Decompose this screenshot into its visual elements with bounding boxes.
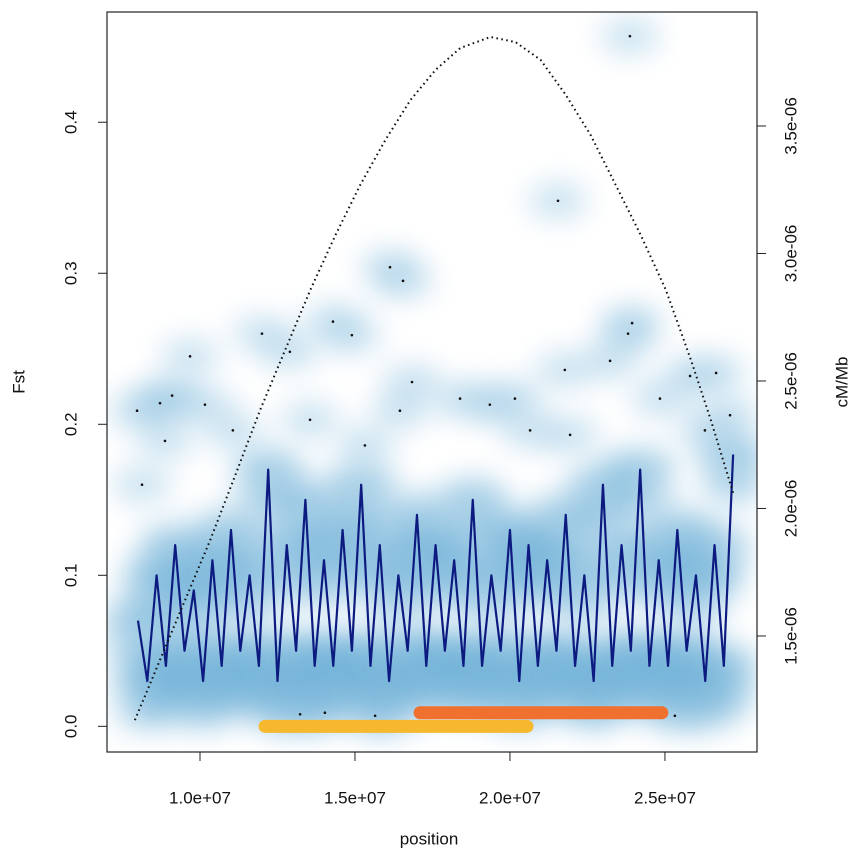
point — [688, 374, 692, 378]
fst-line — [136, 454, 735, 683]
x-tick-label: 2.0e+07 — [479, 788, 541, 807]
point — [350, 333, 354, 337]
y-tick-label: 0.4 — [61, 110, 80, 134]
point — [608, 359, 612, 363]
y-axis-label: Fst — [9, 370, 28, 394]
density-blob — [161, 600, 226, 641]
point — [563, 368, 567, 372]
point — [373, 714, 377, 718]
density-blob — [552, 585, 617, 626]
y2-tick-label: 1.5e-06 — [781, 607, 800, 665]
point — [363, 444, 367, 447]
point — [163, 439, 167, 443]
point — [388, 265, 392, 269]
y2-tick-label: 3.5e-06 — [781, 97, 800, 155]
point — [628, 34, 632, 38]
x-tick-label: 1.0e+07 — [169, 788, 231, 807]
point — [260, 332, 264, 335]
point — [658, 397, 662, 400]
density-blob — [608, 479, 673, 520]
point — [458, 397, 462, 400]
point — [673, 714, 677, 718]
plot-layer — [133, 34, 735, 733]
point — [298, 712, 302, 716]
y-tick-label: 0.1 — [61, 563, 80, 587]
point — [231, 429, 235, 432]
y2-tick-label: 2.0e-06 — [781, 480, 800, 538]
point — [714, 371, 718, 375]
y2-tick-label: 2.5e-06 — [781, 352, 800, 410]
y2-tick-label: 3.0e-06 — [781, 225, 800, 283]
point — [288, 350, 292, 354]
point — [410, 380, 414, 384]
point — [513, 397, 517, 400]
plot-frame — [106, 11, 758, 753]
point — [556, 199, 560, 203]
point — [331, 320, 335, 323]
point — [203, 403, 207, 406]
x-tick-label: 1.5e+07 — [324, 788, 386, 807]
point — [135, 409, 139, 412]
density-blob — [682, 555, 747, 596]
point — [528, 429, 532, 432]
density-blob — [691, 675, 756, 716]
point — [323, 711, 327, 715]
point — [158, 401, 162, 405]
point — [401, 279, 405, 283]
point — [703, 429, 707, 432]
point — [488, 403, 492, 406]
density-blob — [701, 464, 757, 505]
point — [728, 413, 732, 417]
x-tick-label: 2.5e+07 — [634, 788, 696, 807]
y-tick-label: 0.2 — [61, 412, 80, 436]
density-blob — [217, 585, 282, 626]
y-tick-label: 0.3 — [61, 261, 80, 285]
point — [626, 332, 630, 335]
y2-axis-label: cM/Mb — [832, 357, 851, 408]
density-layer — [107, 18, 757, 734]
point — [630, 321, 634, 325]
x-axis-label: position — [400, 829, 459, 848]
point — [170, 394, 174, 397]
point — [568, 433, 572, 437]
density-blob — [459, 585, 524, 626]
point — [308, 418, 312, 422]
y-tick-label: 0.0 — [61, 715, 80, 739]
point — [140, 483, 144, 486]
point — [398, 409, 402, 412]
point — [188, 355, 192, 358]
